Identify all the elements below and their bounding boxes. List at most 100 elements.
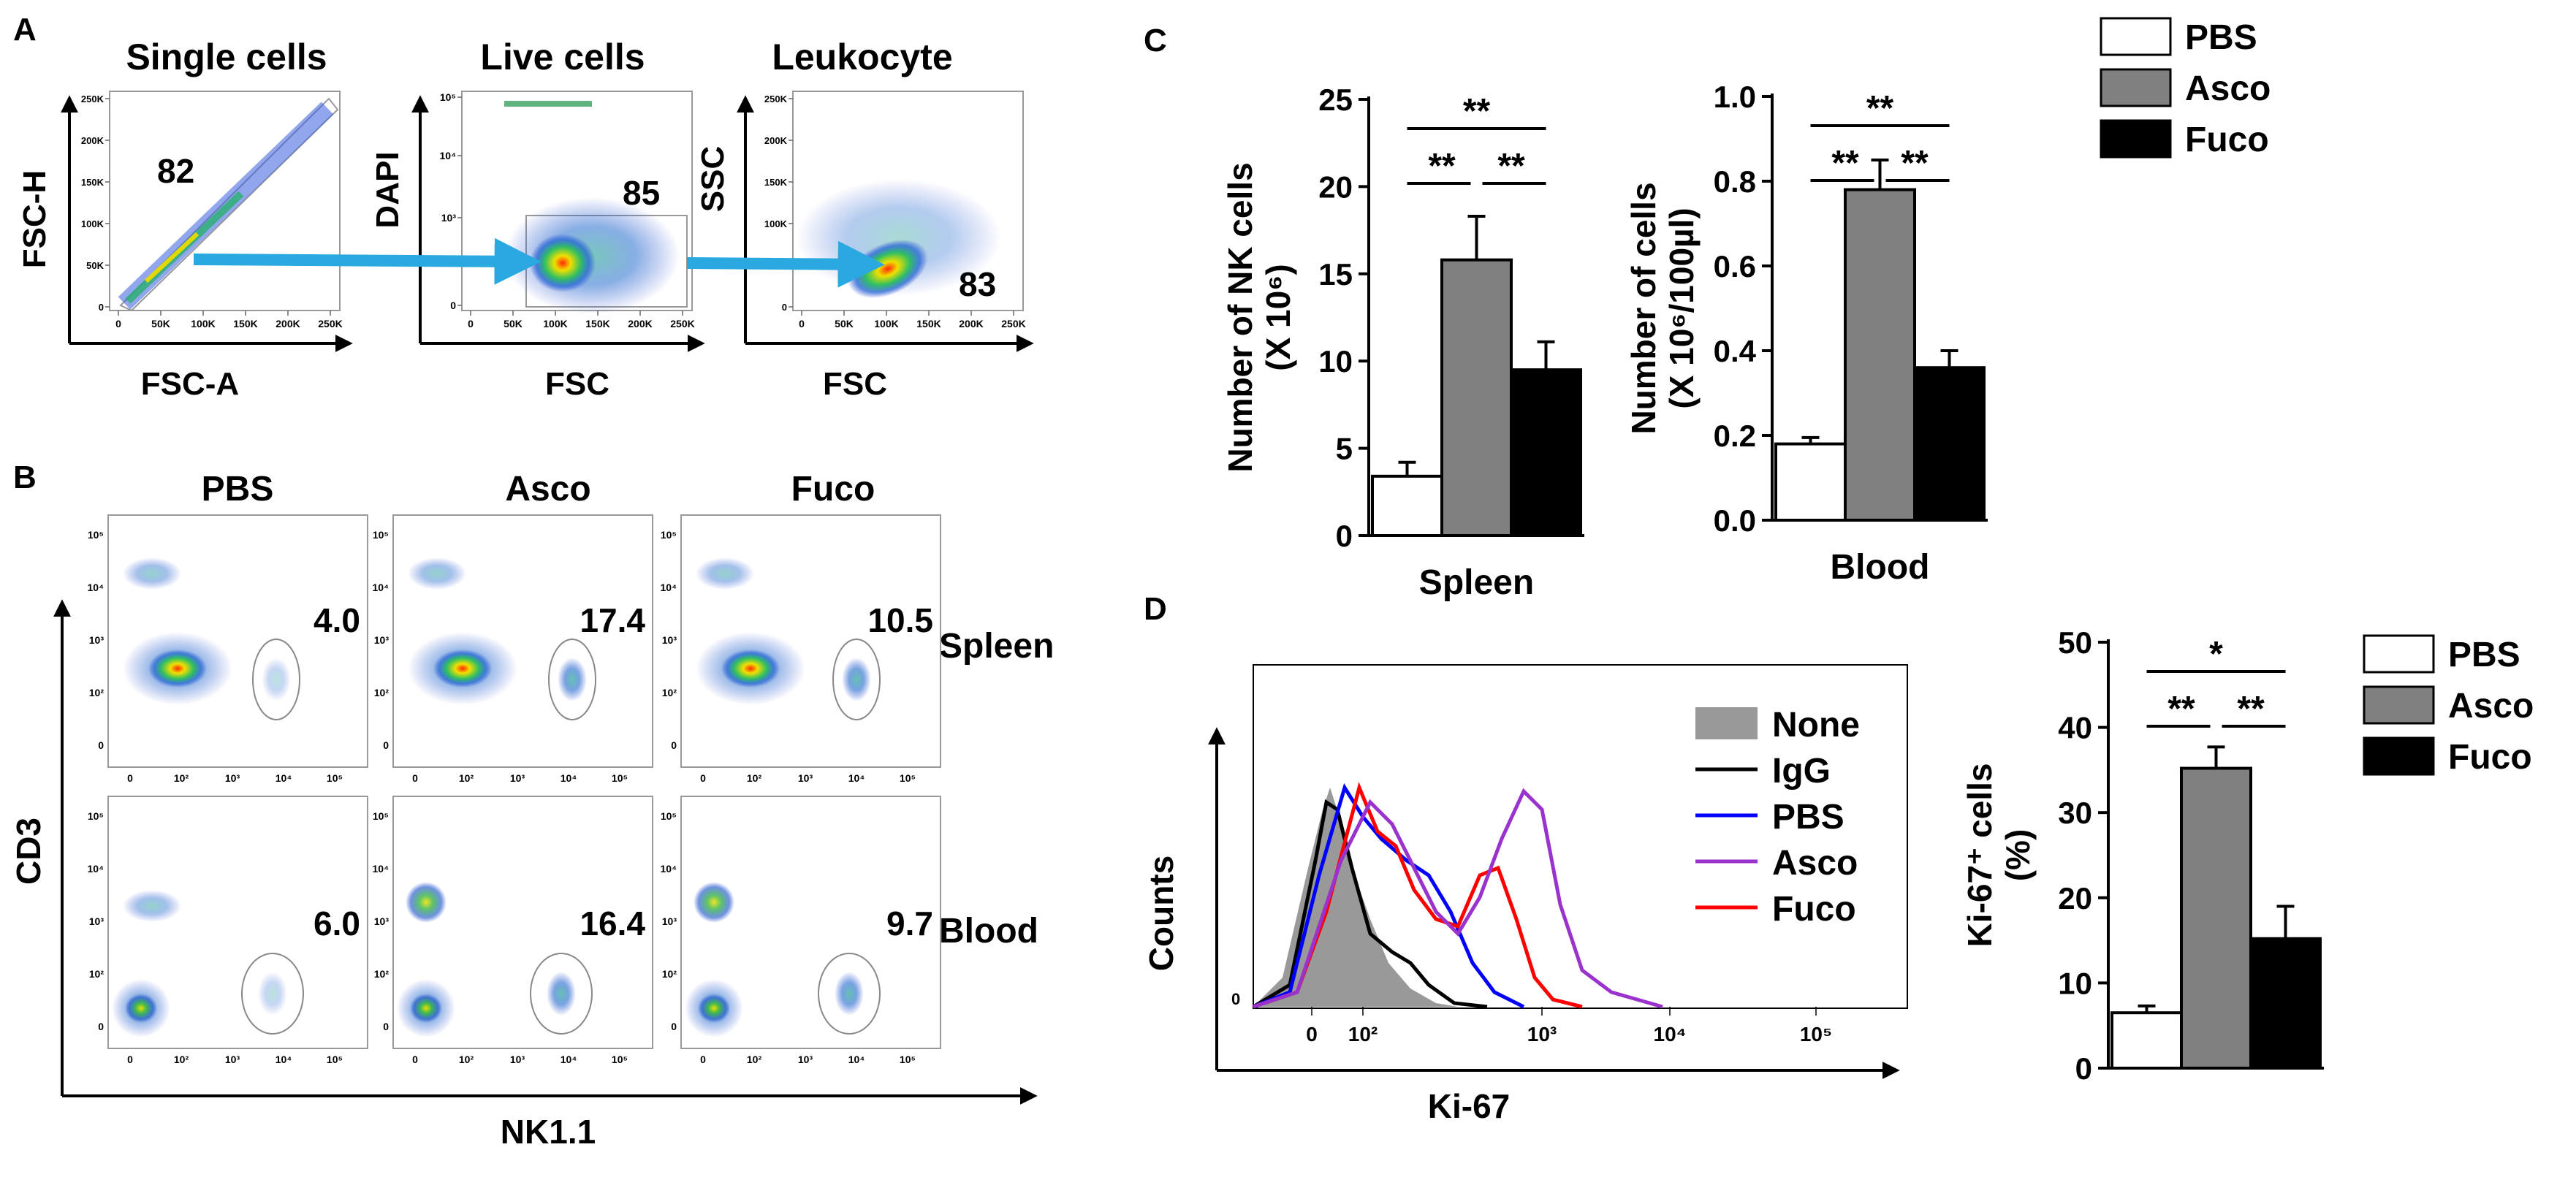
x-ticks: 0 10² 10³ 10⁴ 10⁵ [1306,1007,1832,1045]
x-tick-label: 0 [700,1054,706,1065]
y-tick-label: 10³ [441,212,457,224]
x-tick-label: 10⁵ [327,772,343,784]
gating-plot-single-cells: Single cells FSC-H FSC-A 82 0 50K 100K 150K… [17,37,353,402]
y-axis-label: FSC-H [17,170,53,268]
x-tick-label: 50K [835,318,854,330]
x-tick-label: 200K [628,318,652,330]
y-axis-label-line: (X 10⁶) [1259,264,1297,370]
y-tick-label: 100K [81,218,105,229]
gate-percentage: 6.0 [314,904,360,942]
histogram-curve-igg [1252,799,1488,1009]
legend-label: Asco [2448,687,2534,725]
y-tick-label: 10² [89,968,105,980]
significance-label: * [2209,635,2223,674]
density-cloud [696,557,754,590]
histogram-legend: None IgG PBS Asco Fuco [1695,706,1860,929]
x-tick-label: 10⁴ [848,1054,865,1065]
y-axis-label: Number of cells(X 10⁶/100µl) [1625,182,1701,434]
column-label-fuco: Fuco [791,470,875,508]
panel-a: Single cells FSC-H FSC-A 82 0 50K 100K 150K… [17,37,1034,402]
x-tick-label: 0 [799,318,805,330]
y-tick-label: 10⁴ [88,582,105,593]
dapi-ticks: 0 10³ 10⁴ 10⁵ [440,91,462,311]
x-tick-label: 10² [747,1054,762,1065]
plot-frame [680,796,941,1049]
y-tick-label: 10⁵ [661,529,677,541]
legend-swatch-fuco [2100,119,2172,159]
y-tick-label: 10 [1318,344,1353,378]
significance-label: ** [1901,144,1929,183]
histogram-curve-pbs [1253,782,1525,1009]
y-tick-label: 10⁵ [88,810,104,822]
x-tick-label: 10³ [1527,1023,1557,1045]
x-tick-label: 250K [1001,318,1025,330]
gate-value: 82 [157,152,194,190]
y-tick-label: 10⁴ [661,582,677,593]
plot-frame [109,91,341,311]
y-axis-label-line: Ki-67⁺ cells [1961,763,1999,948]
plot-frame [107,796,368,1049]
significance-label: ** [2237,690,2265,728]
density-cloud [406,882,447,923]
x-axis-label: NK1.1 [501,1113,596,1151]
bar-fuco [1510,368,1582,538]
nk-gate-ellipse [252,639,300,720]
y-tick-label: 10⁵ [373,529,389,541]
x-tick-label: 150K [233,318,257,330]
y-tick-label: 10³ [374,915,390,927]
bar-pbs [1371,474,1443,537]
x-tick-label: 0 [127,772,133,784]
plot-frame [680,514,941,768]
legend-label: PBS [2185,18,2257,57]
significance-label: ** [1497,147,1525,186]
x-tick-label: 0 [127,1054,133,1065]
dotplot-blood-fuco: 9.7 0 0 10² 10² 10³ 10³ 10⁴ 10⁴ 10⁵ 10⁵ [661,796,941,1065]
gate-percentage: 16.4 [580,904,645,942]
nk-gate-ellipse [832,639,881,720]
x-tick-label: 10⁵ [1800,1023,1832,1045]
bar-asco [2180,766,2252,1070]
y-tick-label: 0 [2075,1051,2092,1086]
plot-frame [792,91,1024,311]
legend-swatch-none [1695,707,1758,739]
y-tick-label: 10⁵ [440,91,456,103]
y-tick-label: 30 [2058,796,2092,830]
gate-percentage: 17.4 [580,601,645,639]
y-tick-label: 10⁴ [440,150,457,161]
x-tick-label: 10⁵ [612,772,628,784]
plot-frame [107,514,368,768]
y-tick-label: 25 [1318,83,1353,117]
y-tick-label: 250K [764,94,788,104]
y-axis-label-line: (%) [1999,829,2037,882]
y-tick-label: 0 [450,300,456,311]
significance-label: ** [1428,147,1456,186]
y-tick-label: 10³ [89,915,105,927]
x-tick-label: 10⁵ [900,772,916,784]
density-cloud-core [433,650,492,687]
nk-density [258,972,287,1016]
y-tick-label: 0 [98,739,104,751]
gating-arrow [193,237,542,285]
y-tick-label: 10⁴ [373,582,390,593]
y-tick-label: 0 [671,1021,677,1032]
dotplot-blood-pbs: 6.0 0 0 10² 10² 10³ 10³ 10⁴ 10⁴ 10⁵ 10⁵ [88,796,368,1065]
y-axis-label: Number of NK cells(X 10⁶) [1221,162,1297,472]
y-tick-label: 10⁴ [661,863,677,875]
x-tick-label: 10⁴ [276,1054,292,1065]
y-tick-label: 0.4 [1714,334,1757,368]
y-axis-label: SSC [695,146,731,212]
x-tick-label: 10⁴ [561,772,577,784]
plot-title: Live cells [480,37,645,77]
x-axis-label: Ki-67 [1428,1087,1510,1125]
density-cloud-core [148,650,207,687]
bar-asco [1440,258,1513,537]
legend-label: None [1772,706,1860,744]
gating-arrow [686,240,885,288]
x-tick-label: 0 [412,772,418,784]
plot-title: Leukocyte [772,37,952,77]
y-tick-label: 20 [1318,169,1353,204]
y-tick-label: 10² [374,687,390,698]
legend-label: PBS [1772,798,1844,837]
